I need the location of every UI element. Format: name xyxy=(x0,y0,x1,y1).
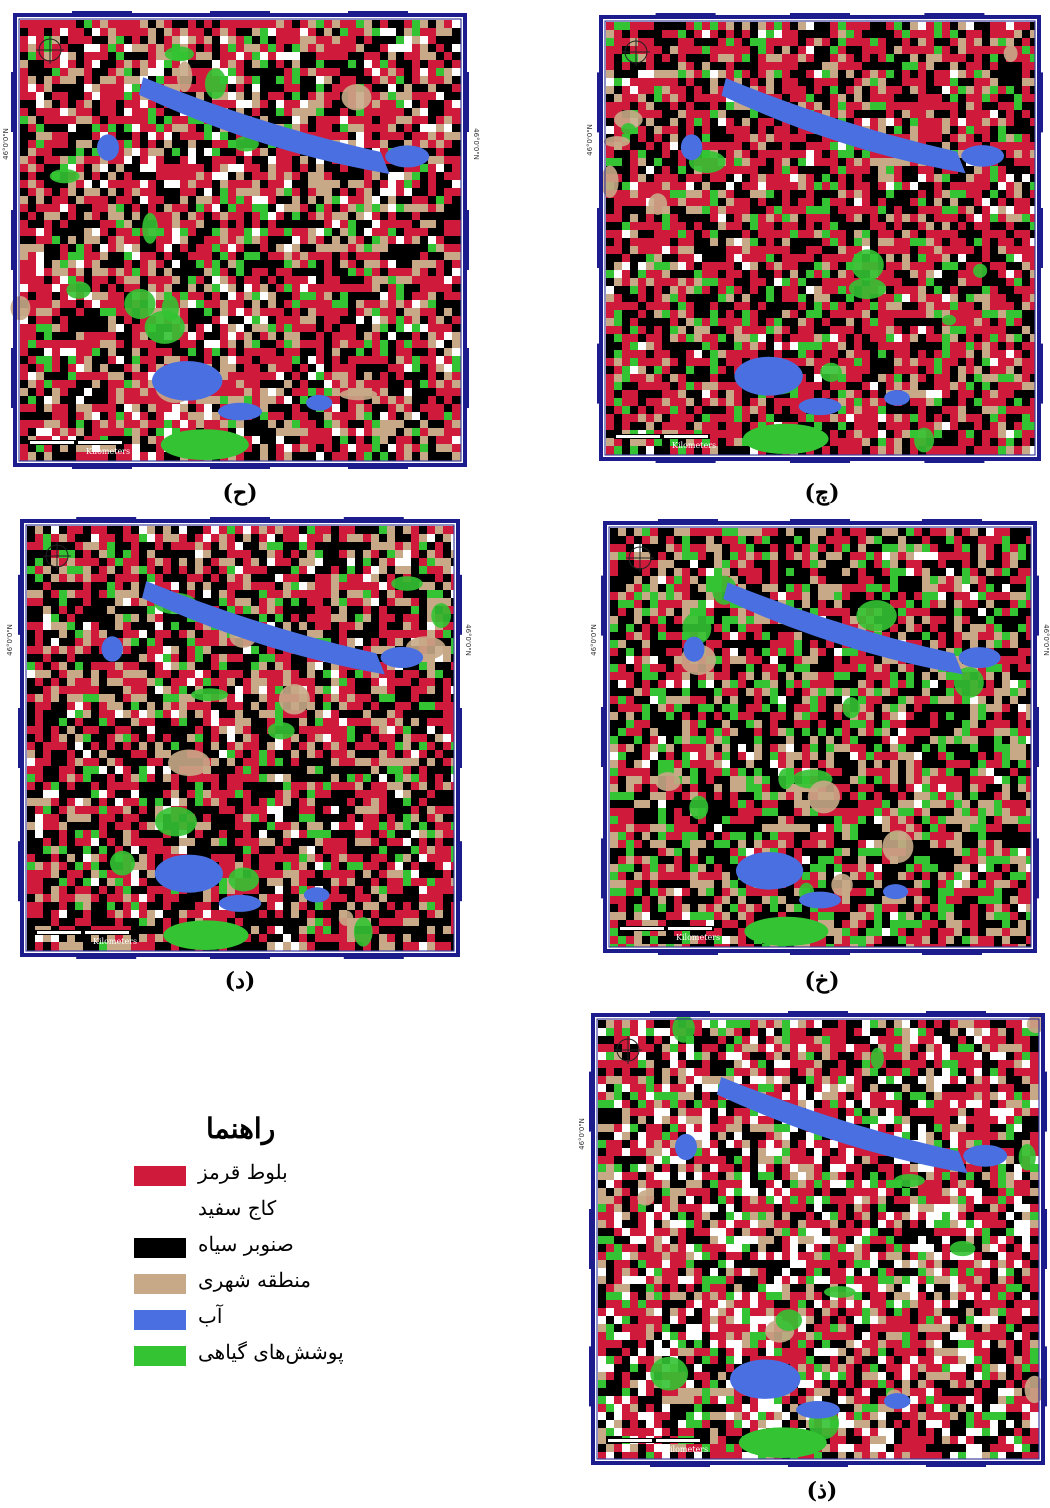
green-swatch-icon xyxy=(134,1346,186,1366)
scale-bar-label: Kilometers xyxy=(664,1445,708,1454)
white-swatch-icon xyxy=(134,1202,186,1222)
lat-label: 46°0'0"N xyxy=(5,624,14,656)
legend-item-water: آب xyxy=(130,1304,370,1330)
black-swatch-icon xyxy=(134,1238,186,1258)
red-swatch-icon xyxy=(134,1166,186,1186)
caption-h: (ح) xyxy=(222,480,258,506)
tan-swatch-icon xyxy=(134,1274,186,1294)
scale-bar-label: Kilometers xyxy=(672,441,716,450)
legend-item-red-oak: بلوط قرمز xyxy=(130,1160,370,1186)
legend-label: صنوبر سیاه xyxy=(198,1232,294,1256)
map-panel-che: Kilometers xyxy=(596,12,1044,464)
legend-label: آب xyxy=(198,1304,223,1328)
land-cover-raster xyxy=(10,20,461,461)
lat-label: 46°0'0"N xyxy=(463,624,472,656)
water-bodies xyxy=(680,78,1005,416)
north-arrow-icon xyxy=(626,544,654,572)
legend-title: راهنما xyxy=(206,1112,276,1145)
legend-label: کاج سفید xyxy=(198,1196,277,1220)
land-cover-raster xyxy=(27,526,454,951)
legend-item-urban: منطقه شهری xyxy=(130,1268,370,1294)
legend-item-white-pine: کاج سفید xyxy=(130,1196,370,1222)
legend-item-vegetation: پوشش‌های گیاهی xyxy=(130,1340,370,1366)
map-panel-h: Kilometers xyxy=(10,10,470,470)
lat-label: 46°0'0"N xyxy=(471,128,480,160)
lat-label: 46°0'0"N xyxy=(585,124,594,156)
map-panel-d: Kilometers xyxy=(17,516,463,960)
lat-label: 46°0'0"N xyxy=(1,128,10,160)
water-bodies xyxy=(101,581,424,912)
north-arrow-icon xyxy=(622,38,650,66)
scale-bar-label: Kilometers xyxy=(676,933,720,942)
caption-kh: (خ) xyxy=(804,968,840,994)
land-cover-raster xyxy=(601,22,1035,455)
legend-label: منطقه شهری xyxy=(198,1268,312,1292)
water-bodies xyxy=(683,582,1001,909)
map-panel-zal: Kilometers xyxy=(588,1010,1048,1468)
map-panel-kh: Kilometers xyxy=(600,518,1040,956)
north-arrow-icon xyxy=(43,542,71,570)
legend-item-black-spruce: صنوبر سیاه xyxy=(130,1232,370,1258)
scale-bar: Kilometers xyxy=(28,440,130,456)
scale-bar-label: Kilometers xyxy=(93,937,137,946)
legend-label: بلوط قرمز xyxy=(198,1160,288,1184)
caption-d: (د) xyxy=(224,968,256,994)
lat-label: 46°0'0"N xyxy=(589,624,598,656)
scale-bar: Kilometers xyxy=(606,1438,708,1454)
caption-che: (چ) xyxy=(804,480,840,506)
lat-label: 46°0'0"N xyxy=(1041,624,1050,656)
caption-zal: (ذ) xyxy=(806,1478,838,1504)
land-cover-raster xyxy=(610,528,1031,947)
north-arrow-icon xyxy=(614,1036,642,1064)
scale-bar: Kilometers xyxy=(618,926,720,942)
scale-bar: Kilometers xyxy=(35,930,137,946)
land-cover-raster xyxy=(598,1014,1045,1459)
legend-label: پوشش‌های گیاهی xyxy=(198,1340,344,1364)
water-bodies xyxy=(97,77,430,421)
blue-swatch-icon xyxy=(134,1310,186,1330)
lat-label: 46°0'0"N xyxy=(577,1118,586,1150)
water-bodies xyxy=(675,1076,1008,1419)
scale-bar: Kilometers xyxy=(614,434,716,450)
scale-bar-label: Kilometers xyxy=(86,447,130,456)
north-arrow-icon xyxy=(36,36,64,64)
